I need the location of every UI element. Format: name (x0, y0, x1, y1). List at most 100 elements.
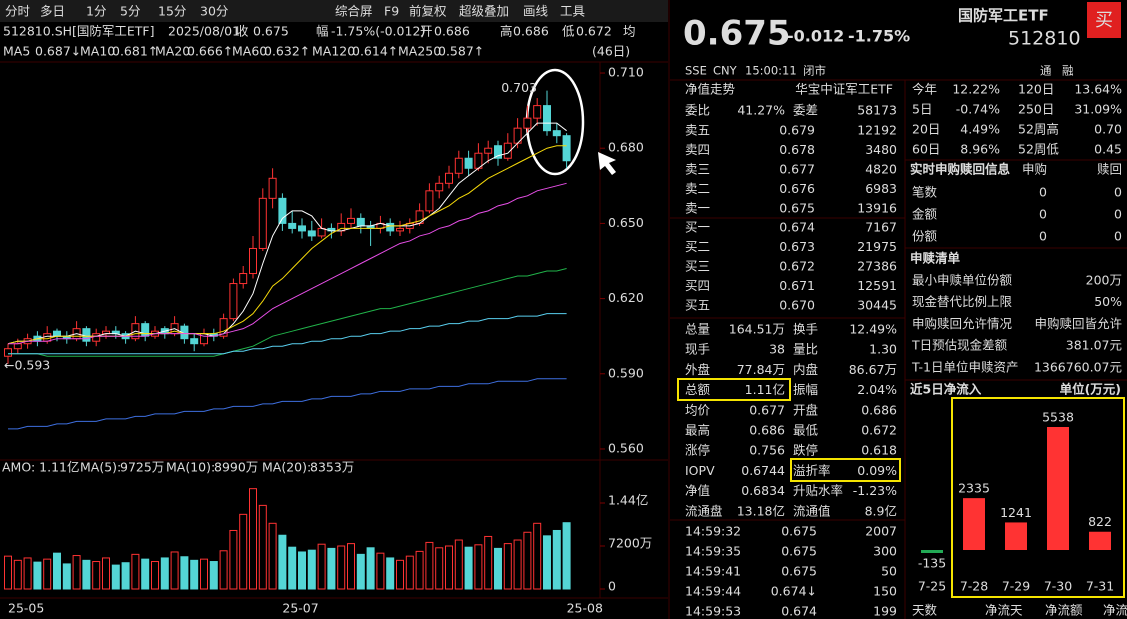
stat-label: 溢折率 (793, 463, 831, 478)
info-high: 0.686 (513, 24, 549, 39)
flow-value: 5538 (1042, 410, 1074, 425)
ratio-label: 委比 (685, 103, 710, 118)
volume-bar (435, 547, 444, 590)
level-volume: 3480 (865, 142, 897, 157)
level-price: 0.679 (779, 123, 815, 138)
volume-bar (523, 531, 532, 590)
stat-label: 外盘 (685, 362, 710, 377)
fund-code: 512810 (1008, 28, 1081, 50)
y-tick-label: 1.44亿 (608, 493, 648, 508)
creation-value: 0 (1114, 229, 1122, 244)
ma-line (8, 313, 567, 355)
stat-value: 8.9亿 (865, 503, 897, 518)
nav-label: 净值走势 (685, 82, 736, 97)
creation-col: 申购 (1022, 162, 1047, 177)
candle-body (13, 343, 22, 350)
tag: 通 (1040, 64, 1052, 78)
tag: 融 (1062, 64, 1074, 78)
creation-value: 0 (1039, 207, 1047, 222)
candle-body (503, 142, 512, 159)
trade-time: 14:59:53 (685, 604, 741, 619)
candle-body (552, 130, 561, 137)
info-range: -1.75%(-0.012) (331, 24, 425, 39)
candle-body (268, 177, 277, 199)
level-label: 卖五 (685, 123, 710, 138)
volume-bar (327, 547, 336, 590)
status: 15:00:11 (745, 64, 797, 78)
diff: 58173 (857, 103, 897, 118)
volume-bar (356, 553, 365, 590)
level-volume: 12192 (857, 123, 897, 138)
list-value: 50% (1094, 294, 1122, 309)
volume-bar (72, 555, 81, 590)
volume-bar (562, 522, 571, 590)
stat-value: 0.677 (749, 402, 785, 417)
candle-body (53, 330, 61, 337)
toolbar-button[interactable]: 超级叠加 (459, 4, 509, 19)
stat-label: 现手 (685, 342, 710, 357)
toolbar-button[interactable]: 5分 (120, 4, 140, 19)
volume-bar (23, 557, 32, 590)
x-tick-label: 25-05 (8, 601, 44, 616)
list-value: 申购赎回皆允许 (1034, 316, 1122, 331)
flow-unit: 单位(万元) (1060, 382, 1121, 397)
level-label: 买五 (685, 298, 710, 313)
buy-button[interactable] (1087, 2, 1121, 38)
candle-body (298, 225, 306, 232)
toolbar-button[interactable]: 前复权 (409, 4, 447, 19)
highlight-boxes (677, 378, 1125, 598)
flow-footer: 净流额 (1045, 603, 1083, 618)
volume-bar (229, 529, 238, 590)
toolbar-button[interactable]: 多日 (40, 4, 65, 19)
stat-value: 1.11亿 (745, 382, 785, 397)
trade-price: 0.674 (781, 604, 817, 619)
level-label: 卖三 (685, 162, 710, 177)
stat-label: 净值 (685, 483, 710, 498)
candle-body (258, 197, 267, 249)
flow-footer: 净流天 (985, 603, 1023, 618)
stat-value: 0.6834 (741, 483, 785, 498)
stat-value: 0.6744 (741, 463, 785, 478)
stat-label: 最高 (685, 423, 710, 438)
toolbar-button[interactable]: 1分 (86, 4, 106, 19)
list-label: 最小申赎单位份额 (912, 273, 1013, 288)
stat-label: IOPV (685, 463, 715, 478)
trade-volume: 50 (881, 564, 897, 579)
toolbar-button[interactable]: 画线 (523, 4, 549, 19)
level-label: 卖四 (685, 142, 710, 157)
info-symbol: 512810.SH[国防军工ETF] (3, 24, 155, 39)
candle-body (386, 222, 395, 232)
status: CNY (713, 64, 738, 78)
candle-body (543, 105, 551, 132)
volume-bar (180, 556, 189, 590)
toolbar-button[interactable]: 30分 (200, 4, 228, 19)
toolbar-button[interactable]: F9 (384, 4, 399, 19)
toolbar-button[interactable]: 综合屏 (335, 4, 373, 19)
trade-price: 0.674↓ (771, 584, 817, 599)
list-label: T-1日单位申赎资产 (911, 359, 1018, 374)
volume-bar (33, 561, 42, 590)
candle-body (307, 230, 316, 237)
stat-label: 涨停 (685, 443, 710, 458)
level-label: 卖二 (685, 181, 710, 196)
flow-bar (1089, 531, 1111, 550)
toolbar-button[interactable]: 工具 (560, 4, 586, 19)
toolbar-button[interactable]: 分时 (5, 4, 31, 19)
info-open_label: 开 (420, 24, 433, 39)
volume-bar (92, 561, 101, 590)
fund-full: 华宝中证军工ETF (795, 82, 893, 97)
volume-bar (513, 539, 522, 590)
y-tick-label: 0.680 (608, 140, 644, 155)
level-price: 0.673 (779, 239, 815, 254)
high-annotation: 0.703 (501, 80, 537, 95)
volume-bar (102, 557, 110, 590)
flow-footer: 天数 (912, 603, 938, 618)
stat-label: 总额 (685, 382, 711, 397)
candle-body (141, 323, 150, 337)
volume-bar (376, 552, 385, 590)
candle-body (4, 348, 12, 357)
toolbar-button[interactable]: 15分 (158, 4, 186, 19)
volume-bar (484, 535, 493, 590)
volume-bar (464, 546, 473, 590)
